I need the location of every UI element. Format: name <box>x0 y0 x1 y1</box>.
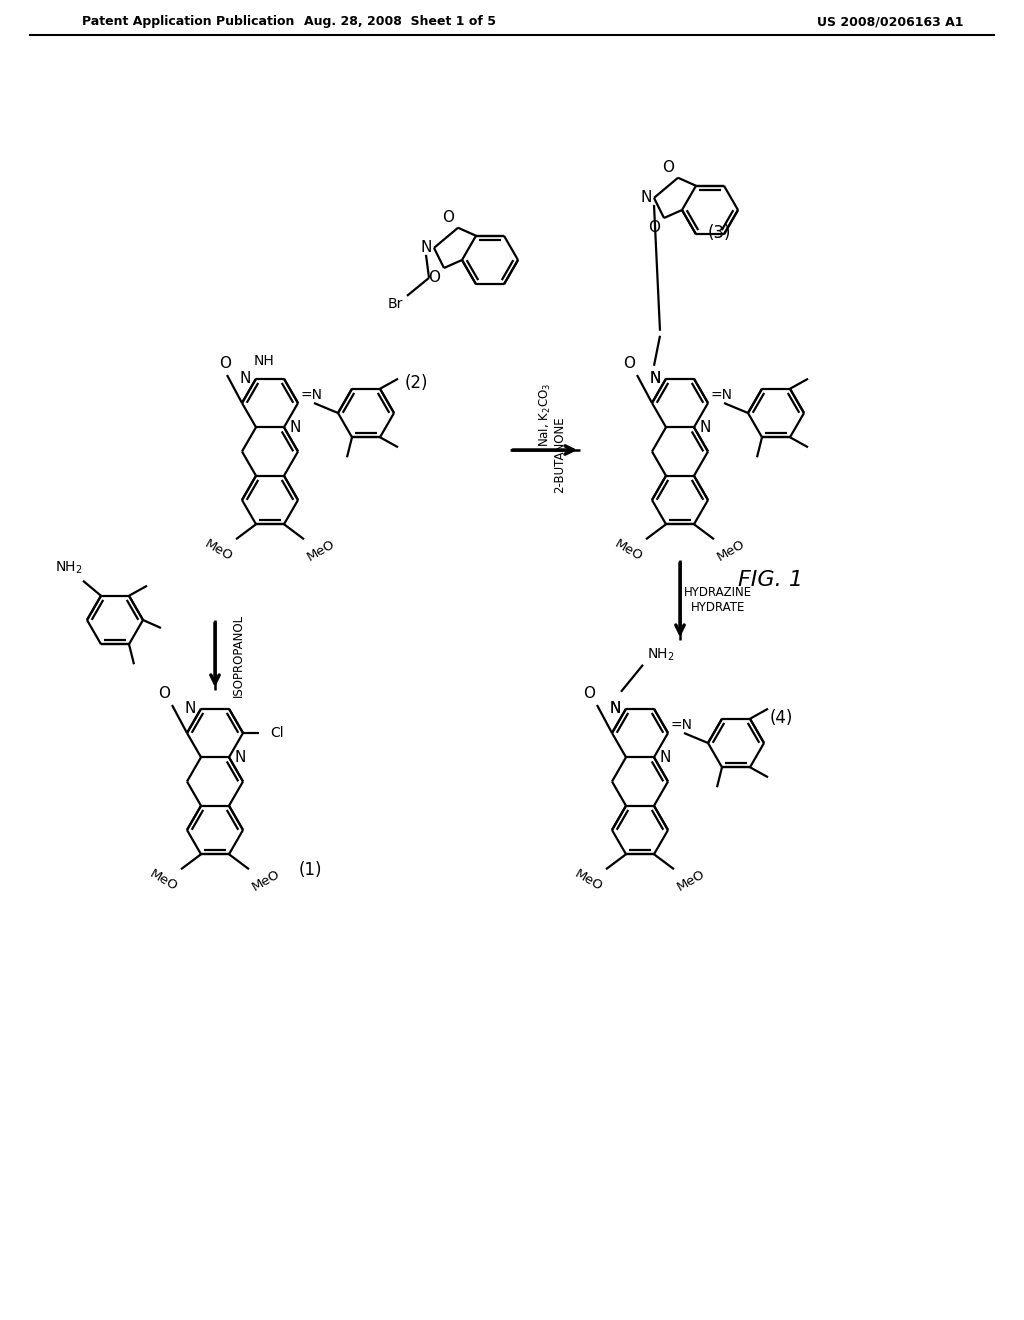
Text: MeO: MeO <box>305 537 337 564</box>
Text: NH: NH <box>254 354 274 368</box>
Text: O: O <box>442 210 454 226</box>
Text: 2-BUTANONE: 2-BUTANONE <box>554 417 566 494</box>
Text: N: N <box>609 701 621 717</box>
Text: HYDRAZINE
HYDRATE: HYDRAZINE HYDRATE <box>684 586 752 614</box>
Text: =N: =N <box>301 388 323 403</box>
Text: N: N <box>640 190 651 206</box>
Text: N: N <box>420 240 432 255</box>
Text: O: O <box>428 271 440 285</box>
Text: NH$_2$: NH$_2$ <box>647 647 675 663</box>
Text: (4): (4) <box>769 709 793 727</box>
Text: N: N <box>240 371 251 387</box>
Text: NaI, K$_2$CO$_3$: NaI, K$_2$CO$_3$ <box>538 383 553 447</box>
Text: N: N <box>234 750 246 764</box>
Text: MeO: MeO <box>612 537 645 564</box>
Text: N: N <box>609 701 621 717</box>
Text: O: O <box>648 220 660 235</box>
Text: =N: =N <box>671 718 693 733</box>
Text: Cl: Cl <box>270 726 284 741</box>
Text: MeO: MeO <box>203 537 236 564</box>
Text: N: N <box>184 701 196 717</box>
Text: ISOPROPANOL: ISOPROPANOL <box>231 614 245 697</box>
Text: NH$_2$: NH$_2$ <box>55 560 83 576</box>
Text: =N: =N <box>711 388 733 403</box>
Text: MeO: MeO <box>572 867 605 894</box>
Text: Br: Br <box>387 297 402 312</box>
Text: Patent Application Publication: Patent Application Publication <box>82 16 294 29</box>
Text: (3): (3) <box>708 224 731 242</box>
Text: MeO: MeO <box>675 867 708 894</box>
Text: (1): (1) <box>298 861 322 879</box>
Text: O: O <box>583 685 595 701</box>
Text: O: O <box>662 160 674 176</box>
Text: O: O <box>158 685 170 701</box>
Text: MeO: MeO <box>250 867 283 894</box>
Text: (2): (2) <box>404 374 428 392</box>
Text: N: N <box>649 371 660 387</box>
Text: FIG. 1: FIG. 1 <box>737 570 803 590</box>
Text: N: N <box>659 750 671 764</box>
Text: N: N <box>290 420 301 434</box>
Text: O: O <box>623 355 635 371</box>
Text: N: N <box>649 371 660 387</box>
Text: N: N <box>699 420 711 434</box>
Text: MeO: MeO <box>147 867 180 894</box>
Text: MeO: MeO <box>715 537 748 564</box>
Text: US 2008/0206163 A1: US 2008/0206163 A1 <box>817 16 964 29</box>
Text: O: O <box>219 355 231 371</box>
Text: Aug. 28, 2008  Sheet 1 of 5: Aug. 28, 2008 Sheet 1 of 5 <box>304 16 496 29</box>
